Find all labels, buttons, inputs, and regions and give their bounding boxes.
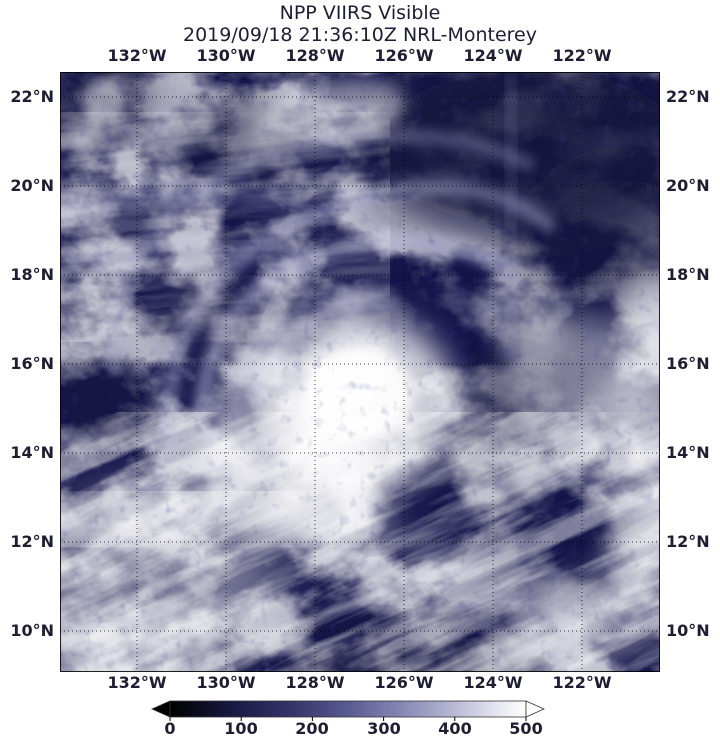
colorbar-tick-500: 500 — [509, 719, 543, 738]
lat-label-right-0: 22°N — [666, 87, 710, 106]
lat-label-left-4: 14°N — [10, 443, 54, 462]
lon-label-top-5: 122°W — [552, 46, 612, 65]
lat-label-left-0: 22°N — [10, 87, 54, 106]
colorbar-tick-marks — [169, 717, 527, 721]
lat-label-right-2: 18°N — [666, 265, 710, 284]
graticule-gridlines — [60, 72, 660, 672]
lon-label-top-3: 126°W — [374, 46, 434, 65]
lat-label-right-1: 20°N — [666, 176, 710, 195]
lon-label-bottom-2: 128°W — [285, 673, 345, 692]
figure-subtitle-datetime: 2019/09/18 21:36:10Z NRL-Monterey — [183, 24, 537, 46]
colorbar — [140, 698, 580, 726]
colorbar-tick-0: 0 — [164, 719, 176, 738]
map-border — [60, 72, 660, 672]
colorbar-tick-200: 200 — [295, 719, 329, 738]
lat-label-right-4: 14°N — [666, 443, 710, 462]
lon-label-bottom-5: 122°W — [552, 673, 612, 692]
colorbar-arrow-low — [151, 700, 171, 718]
colorbar-tick-400: 400 — [438, 719, 472, 738]
lon-label-bottom-4: 124°W — [463, 673, 523, 692]
lon-label-bottom-0: 132°W — [107, 673, 167, 692]
lat-label-right-6: 10°N — [666, 621, 710, 640]
lat-label-right-5: 12°N — [666, 532, 710, 551]
lat-label-left-3: 16°N — [10, 354, 54, 373]
lat-label-left-2: 18°N — [10, 265, 54, 284]
lon-label-top-2: 128°W — [285, 46, 345, 65]
lat-label-left-6: 10°N — [10, 621, 54, 640]
speckle-layer — [60, 72, 660, 672]
lat-label-left-1: 20°N — [10, 176, 54, 195]
colorbar-tick-300: 300 — [367, 719, 401, 738]
colorbar-arrow-high — [525, 700, 545, 718]
lon-label-bottom-1: 130°W — [196, 673, 256, 692]
lon-label-top-1: 130°W — [196, 46, 256, 65]
colorbar-tick-100: 100 — [224, 719, 258, 738]
lon-label-top-4: 124°W — [463, 46, 523, 65]
lat-label-left-5: 12°N — [10, 532, 54, 551]
lon-label-bottom-3: 126°W — [374, 673, 434, 692]
lon-label-top-0: 132°W — [107, 46, 167, 65]
figure-title: NPP VIIRS Visible — [279, 2, 441, 24]
satellite-map — [60, 72, 660, 672]
lat-label-right-3: 16°N — [666, 354, 710, 373]
colorbar-gradient-bar — [169, 700, 527, 718]
